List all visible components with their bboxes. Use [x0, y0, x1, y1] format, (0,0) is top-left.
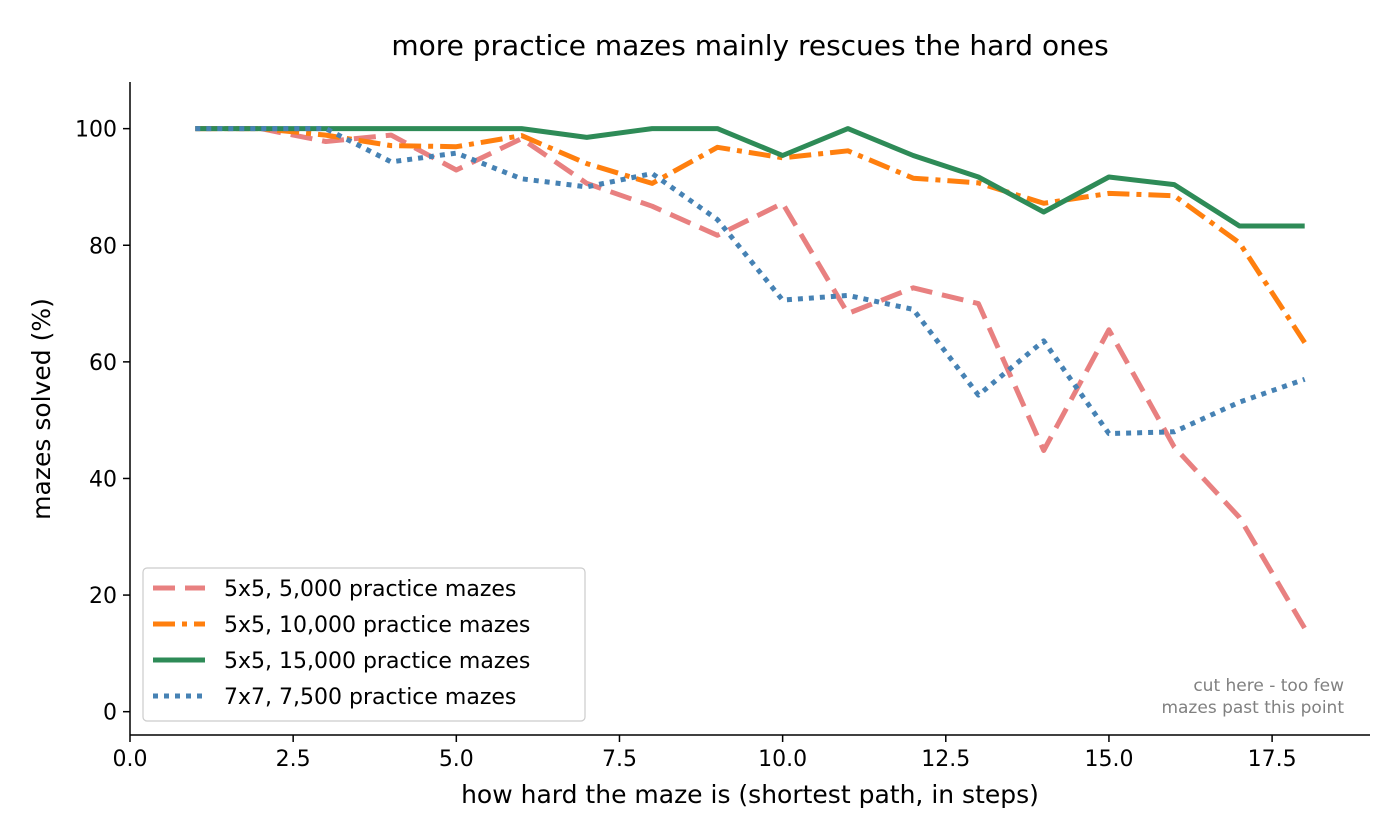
- series-line: [195, 126, 1306, 437]
- legend-entry: 5x5, 5,000 practice mazes: [224, 577, 516, 602]
- series-line: [195, 126, 1307, 630]
- x-axis-label: how hard the maze is (shortest path, in …: [461, 780, 1039, 809]
- x-axis: 0.0 2.5 5.0 7.5 10.0 12.5 15.0 17.5: [113, 734, 1370, 772]
- legend-entry: 5x5, 10,000 practice mazes: [224, 613, 530, 638]
- x-tick-label: 10.0: [758, 747, 807, 772]
- x-tick-label: 12.5: [921, 747, 970, 772]
- x-tick-label: 5.0: [439, 747, 474, 772]
- legend-entry: 7x7, 7,500 practice mazes: [224, 685, 516, 710]
- y-tick-label: 80: [89, 234, 117, 259]
- y-tick-label: 100: [75, 118, 117, 143]
- y-axis: 0 20 40 60 80 100: [75, 82, 131, 735]
- series-line: [195, 126, 1307, 344]
- legend: 5x5, 5,000 practice mazes 5x5, 10,000 pra…: [142, 567, 586, 722]
- x-tick-label: 15.0: [1084, 747, 1133, 772]
- plot-area: [195, 126, 1307, 630]
- legend-entry: 5x5, 15,000 practice mazes: [224, 649, 530, 674]
- y-tick-label: 40: [89, 467, 117, 492]
- legend-box: [142, 567, 586, 722]
- y-tick-label: 60: [89, 351, 117, 376]
- x-tick-label: 17.5: [1248, 747, 1297, 772]
- x-tick-label: 0.0: [113, 747, 148, 772]
- annotation-line: mazes past this point: [1161, 698, 1344, 718]
- y-tick-label: 20: [89, 584, 117, 609]
- chart-title: more practice mazes mainly rescues the h…: [391, 29, 1108, 62]
- annotation-line: cut here - too few: [1193, 676, 1344, 696]
- x-tick-label: 7.5: [602, 747, 637, 772]
- x-tick-label: 2.5: [276, 747, 311, 772]
- series-line: [195, 126, 1305, 229]
- y-axis-label: mazes solved (%): [27, 298, 56, 520]
- y-tick-label: 0: [103, 701, 117, 726]
